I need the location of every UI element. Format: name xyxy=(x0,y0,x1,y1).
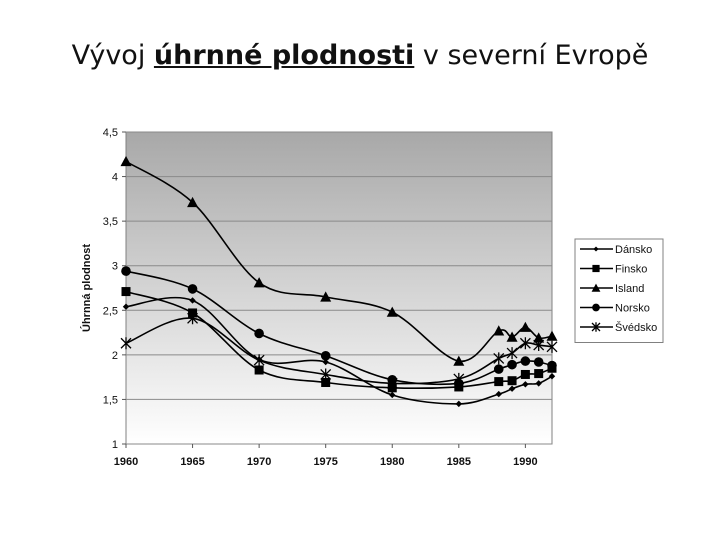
series-2-point-6 xyxy=(493,325,505,336)
series-3-point-6 xyxy=(493,364,504,374)
axis-ticks: 1 1,5 2 2,5 3 3,5 4 4,5 1960 1965 1970 1975 1980 1985… xyxy=(103,127,538,468)
series-4-point-6 xyxy=(493,352,505,365)
legend-marker-4 xyxy=(591,322,601,332)
y-tick-label-0: 1 xyxy=(112,439,118,451)
series-0-point-10 xyxy=(548,373,556,380)
y-tick-label-1: 1,5 xyxy=(103,394,118,406)
series-4-point-2 xyxy=(253,354,265,367)
series-3-point-8 xyxy=(520,356,531,366)
series-4-point-1 xyxy=(187,312,199,325)
series-2-point-1 xyxy=(187,196,199,208)
series-1-point-8 xyxy=(520,369,530,379)
title-before: Vývoj xyxy=(71,40,154,71)
series-4-point-0 xyxy=(120,337,132,350)
legend-marker-1 xyxy=(592,264,600,273)
legend-label-3: Norsko xyxy=(615,303,650,315)
series-1-point-6 xyxy=(494,377,504,387)
series-3-point-3 xyxy=(320,350,331,361)
x-tick-label-2: 1970 xyxy=(247,456,271,468)
x-tick-label-6: 1990 xyxy=(513,456,537,468)
series-0-point-5 xyxy=(455,400,463,408)
series-0-point-8 xyxy=(522,381,529,388)
x-tick-label-0: 1960 xyxy=(114,456,138,468)
series-1-point-9 xyxy=(534,369,544,379)
legend-label-4: Švédsko xyxy=(615,321,657,334)
series-0-point-6 xyxy=(495,390,502,398)
x-tick-label-1: 1965 xyxy=(180,456,204,468)
series-3-point-2 xyxy=(254,328,264,339)
series-3-point-0 xyxy=(121,266,131,276)
series-3-point-9 xyxy=(533,357,544,367)
series-0-point-9 xyxy=(535,380,542,387)
series-2-point-2 xyxy=(253,277,265,288)
series-0-point-4 xyxy=(389,391,396,399)
x-tick-label-5: 1985 xyxy=(447,456,471,468)
series-2-point-3 xyxy=(320,291,332,302)
series-group xyxy=(120,155,558,408)
series-2 xyxy=(120,155,558,366)
legend-marker-0 xyxy=(593,246,599,252)
legend-marker-2 xyxy=(591,283,601,292)
y-tick-label-3: 2,5 xyxy=(103,305,118,317)
y-tick-label-5: 3,5 xyxy=(103,216,118,228)
legend-marker-3 xyxy=(592,303,600,312)
series-4-point-7 xyxy=(506,347,518,360)
series-4-point-9 xyxy=(533,339,545,352)
title-after: v severní Evropě xyxy=(414,40,649,71)
series-2-point-7 xyxy=(506,331,518,342)
series-4-point-10 xyxy=(546,340,558,353)
series-line-4 xyxy=(125,317,553,385)
series-0-point-7 xyxy=(508,385,516,392)
series-4-point-5 xyxy=(453,372,465,385)
y-axis-label: Úhrnná plodnost xyxy=(80,244,93,332)
y-tick-label-6: 4 xyxy=(112,172,118,184)
series-4-point-4 xyxy=(386,377,398,390)
legend: Dánsko Finsko Island Norsko Švédsko xyxy=(574,238,664,343)
series-2-point-8 xyxy=(519,321,531,332)
series-1-point-3 xyxy=(321,377,331,387)
series-3-point-10 xyxy=(547,360,557,371)
series-0-point-3 xyxy=(322,358,329,366)
page-title: Vývoj úhrnné plodnosti v severní Evropě xyxy=(0,40,720,71)
legend-label-0: Dánsko xyxy=(615,244,652,256)
x-tick-label-3: 1975 xyxy=(313,456,337,468)
series-4-point-8 xyxy=(519,337,531,350)
series-4-point-3 xyxy=(320,368,332,381)
y-tick-label-4: 3 xyxy=(112,261,118,273)
series-2-point-5 xyxy=(453,355,465,366)
legend-box xyxy=(574,238,664,343)
series-4 xyxy=(120,312,558,390)
series-2-point-9 xyxy=(533,332,545,343)
legend-label-1: Finsko xyxy=(615,264,647,276)
y-tick-label-7: 4,5 xyxy=(103,127,118,139)
legend-label-2: Island xyxy=(615,283,644,295)
series-0-point-1 xyxy=(189,297,196,304)
series-2-point-0 xyxy=(120,155,132,167)
x-tick-label-4: 1980 xyxy=(380,456,404,468)
series-2-point-10 xyxy=(546,330,558,341)
series-3-point-7 xyxy=(507,359,517,370)
series-1-point-7 xyxy=(507,376,517,386)
series-1-point-2 xyxy=(254,365,264,375)
title-emphasis: úhrnné plodnosti xyxy=(153,40,415,71)
series-2-point-4 xyxy=(386,306,398,317)
y-tick-label-2: 2 xyxy=(112,350,118,362)
series-3-point-1 xyxy=(187,284,198,294)
series-0-point-0 xyxy=(122,303,130,310)
series-1-point-0 xyxy=(121,287,131,297)
